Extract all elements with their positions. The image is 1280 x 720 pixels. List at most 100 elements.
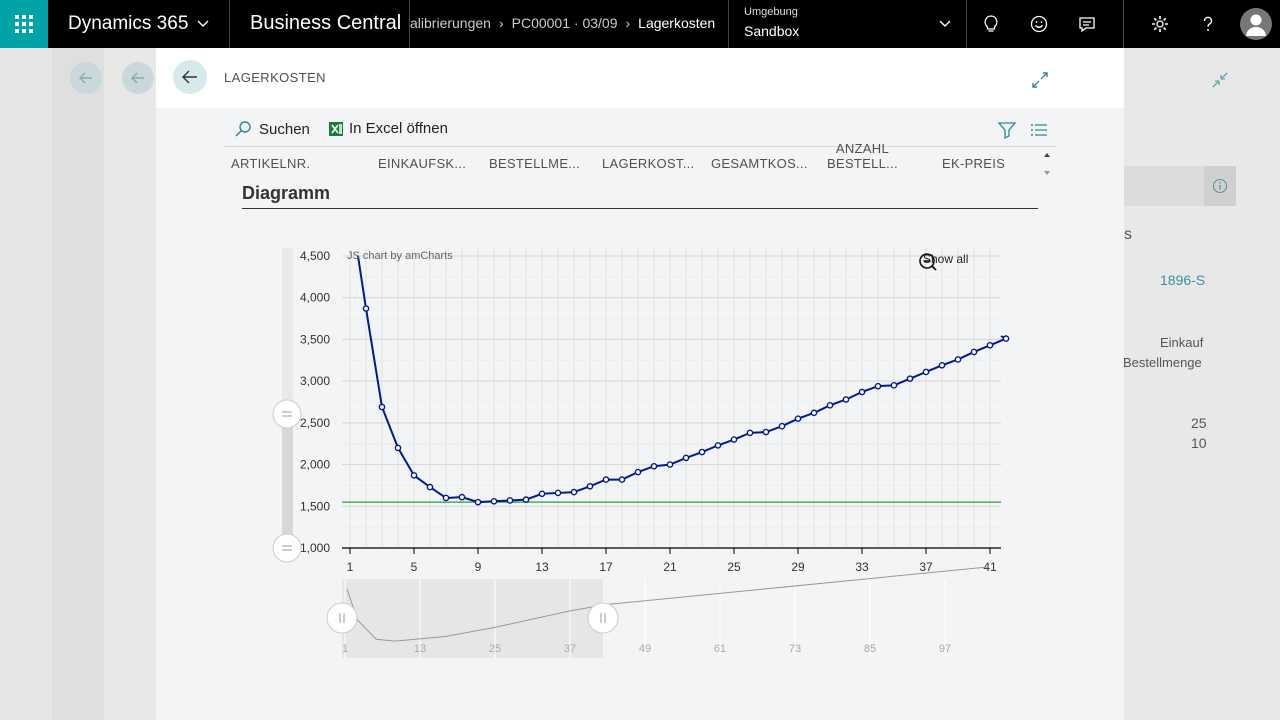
scrollbar-grip[interactable] [587, 602, 619, 634]
help-icon[interactable] [1196, 12, 1220, 36]
user-avatar-icon[interactable] [1240, 8, 1272, 40]
data-point[interactable] [586, 482, 594, 490]
action-bar: Suchen In Excel öffnen [224, 116, 1056, 146]
expand-icon[interactable] [1030, 70, 1050, 90]
data-point[interactable] [986, 341, 994, 349]
data-point[interactable] [666, 461, 674, 468]
x-axis-tick-label: 37 [919, 560, 933, 574]
data-point[interactable] [602, 476, 610, 483]
data-point[interactable] [618, 476, 626, 483]
column-header-line: ANZAHL [835, 141, 889, 156]
lightbulb-icon[interactable] [979, 12, 1003, 36]
data-point[interactable] [874, 382, 882, 390]
chevron-down-icon[interactable] [938, 17, 952, 31]
list-view-icon[interactable] [1029, 120, 1049, 140]
breadcrumb-item[interactable]: alibrierungen [410, 15, 491, 31]
data-point[interactable] [906, 375, 914, 382]
data-point[interactable] [442, 494, 450, 502]
breadcrumb-item[interactable]: PC00001 · 03/09 [511, 15, 618, 31]
chart-credit: JS chart by amCharts [347, 250, 453, 262]
column-header-artikelnr[interactable]: ARTIKELNR. [231, 156, 311, 171]
data-point[interactable] [714, 442, 722, 449]
data-point[interactable] [506, 497, 514, 504]
chat-icon[interactable] [1075, 12, 1099, 36]
back-button-background[interactable] [70, 62, 102, 94]
data-point[interactable] [554, 489, 562, 497]
data-point[interactable] [746, 429, 754, 437]
data-point[interactable] [922, 368, 930, 376]
data-point[interactable] [474, 498, 482, 506]
breadcrumb-current[interactable]: Lagerkosten [638, 15, 716, 31]
data-point[interactable] [762, 428, 770, 436]
zoom-grip-vertical[interactable] [272, 533, 302, 563]
filter-icon[interactable] [997, 120, 1017, 140]
y-axis-tick-label: 1,500 [300, 499, 330, 513]
data-point[interactable] [826, 402, 834, 409]
data-point[interactable] [570, 488, 578, 496]
x-axis-tick-label: 25 [727, 560, 741, 574]
app-name[interactable]: Dynamics 365 [68, 13, 189, 34]
zoom-out-icon [919, 253, 937, 271]
data-point[interactable] [858, 388, 866, 396]
data-point[interactable] [682, 454, 690, 462]
background-item-link[interactable]: 1896-S [1160, 272, 1206, 288]
chevron-down-icon[interactable] [196, 17, 210, 31]
column-header-anzahl-bestellungen[interactable]: ANZAHL BESTELL... [827, 141, 898, 171]
scrollbar-tick-label: 85 [864, 643, 876, 655]
scrollbar-tick-label: 61 [714, 643, 726, 655]
data-point[interactable] [490, 497, 498, 505]
background-value: 25 [1191, 415, 1207, 431]
gear-icon[interactable] [1148, 12, 1172, 36]
column-header-bestellmenge[interactable]: BESTELLME... [489, 156, 581, 171]
data-point[interactable] [538, 490, 546, 498]
data-point[interactable] [698, 448, 706, 456]
data-point[interactable] [810, 409, 818, 417]
data-point[interactable] [954, 356, 962, 363]
column-header-lagerkosten[interactable]: LAGERKOST... [602, 156, 695, 171]
scrollbar-tick-label: 25 [489, 643, 501, 655]
data-point[interactable] [938, 361, 946, 369]
show-all-button[interactable]: Show all [918, 252, 968, 271]
column-header-ek-preis[interactable]: EK-PREIS [942, 156, 1006, 171]
column-header-gesamtkosten[interactable]: GESAMTKOS... [711, 156, 808, 171]
chevron-right-icon: › [625, 15, 631, 31]
value-axis-scrollbar-range [282, 248, 293, 414]
data-point[interactable] [778, 422, 786, 430]
search-button[interactable]: Suchen [234, 120, 310, 138]
back-button[interactable] [173, 60, 207, 94]
excel-icon [329, 121, 343, 136]
data-point[interactable] [410, 472, 418, 479]
table-scrollbar[interactable] [1038, 148, 1056, 182]
product-name[interactable]: Business Central [250, 12, 402, 34]
data-point[interactable] [522, 496, 530, 503]
arrow-left-icon [182, 70, 197, 84]
data-point[interactable] [426, 483, 434, 491]
zoom-grip-vertical[interactable] [272, 399, 302, 429]
x-axis-tick-label: 17 [599, 560, 613, 574]
scrollbar-tick-label: 37 [564, 643, 576, 655]
data-point[interactable] [1002, 335, 1010, 342]
data-point[interactable] [362, 305, 370, 312]
data-point[interactable] [730, 436, 738, 443]
data-point[interactable] [842, 396, 850, 403]
open-in-excel-button[interactable]: In Excel öffnen [328, 120, 448, 137]
app-launcher-button[interactable] [0, 0, 48, 48]
smiley-icon[interactable] [1027, 12, 1051, 36]
scrollbar-selected-range[interactable] [342, 579, 603, 658]
data-point[interactable] [378, 403, 386, 411]
y-axis-tick-label: 4,500 [300, 249, 330, 263]
back-button-background[interactable] [122, 62, 154, 94]
data-point[interactable] [970, 348, 978, 356]
scrollbar-tick-label: 97 [939, 643, 951, 655]
environment-value[interactable]: Sandbox [744, 23, 800, 39]
data-point[interactable] [458, 493, 466, 501]
data-point[interactable] [794, 415, 802, 422]
column-header-einkaufskosten[interactable]: EINKAUFSK... [378, 156, 467, 171]
data-point[interactable] [634, 468, 642, 476]
info-icon[interactable] [1204, 166, 1236, 206]
scrollbar-grip[interactable] [326, 602, 358, 634]
data-point[interactable] [650, 462, 658, 470]
data-point[interactable] [890, 382, 898, 389]
data-point[interactable] [394, 444, 402, 452]
collapse-icon[interactable] [1210, 70, 1230, 90]
